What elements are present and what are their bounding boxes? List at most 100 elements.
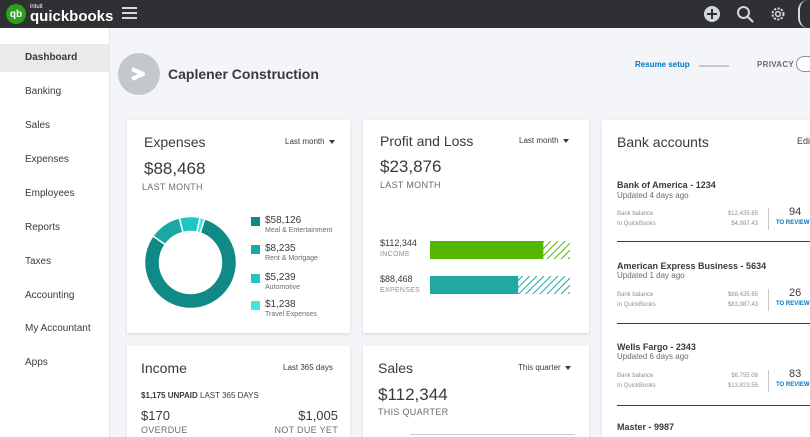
bank-accounts-card [602,120,810,437]
legend-category: Meal & Entertainment [265,227,333,234]
legend-swatch [251,274,260,283]
bank-account-name[interactable]: Master - 9987 [617,422,675,432]
profit-loss-filter-dropdown[interactable]: Last month [519,136,569,145]
bank-balance-label: Bank balance [617,211,654,217]
sidebar-item-my-accountant[interactable]: My Accountant [25,323,91,334]
sales-filter-dropdown[interactable]: This quarter [518,363,571,372]
divider [768,289,769,311]
sales-card [363,346,589,437]
sidebar: Dashboard Banking Sales Expenses Employe… [0,28,110,437]
overdue-amount: $170 [141,408,170,423]
legend-amount: $5,239 [265,272,296,283]
income-amount: $112,344 [380,238,417,248]
plus-icon[interactable] [701,3,723,25]
donut-slice-travel-expenses[interactable] [195,216,206,234]
sidebar-item-dashboard[interactable]: Dashboard [0,44,110,72]
expenses-donut-chart[interactable] [143,215,238,310]
in-quickbooks-label: In QuickBooks [617,383,656,389]
bank-account-updated: Updated 1 day ago [617,271,685,280]
sales-title: Sales [378,360,414,376]
divider [768,208,769,230]
bank-accounts-edit-link[interactable]: Edit [797,136,810,146]
income-title: Income [141,360,187,376]
sidebar-item-banking[interactable]: Banking [25,86,62,97]
in-quickbooks-value: $13,823.55 [727,383,758,389]
legend-category: Travel Expenses [265,311,317,318]
expenses-title: Expenses [144,134,206,150]
sales-total: $112,344 [378,385,448,404]
in-quickbooks-value: $83,987.43 [727,302,758,308]
bank-account-name[interactable]: American Express Business - 5634 [617,261,767,271]
to-review-count[interactable]: 94 [789,206,802,218]
expenses-period: LAST MONTH [142,182,203,192]
sidebar-item-sales[interactable]: Sales [25,120,51,131]
logo-quickbooks-text: quickbooks [30,8,114,25]
divider [768,370,769,392]
profit-loss-card [363,120,589,333]
chevron-down-icon [562,138,569,143]
legend-amount: $58,126 [265,215,302,226]
sidebar-item-taxes[interactable]: Taxes [25,256,52,267]
company-name: Caplener Construction [168,66,319,82]
resume-setup-link[interactable]: Resume setup [635,60,690,69]
sales-period: THIS QUARTER [378,407,449,417]
setup-progress-line [699,65,729,67]
to-review-count[interactable]: 26 [789,287,802,299]
legend-amount: $1,238 [265,299,296,310]
income-filter-label[interactable]: Last 365 days [283,363,333,372]
gear-icon[interactable] [767,3,789,25]
to-review-count[interactable]: 83 [789,368,802,380]
bank-balance-value: $88,435.65 [727,292,758,298]
bank-accounts-title: Bank accounts [617,134,709,150]
donut-slice-meal-entertainment[interactable] [143,217,238,310]
sidebar-item-accounting[interactable]: Accounting [25,290,75,301]
bank-account-name[interactable]: Wells Fargo - 2343 [617,342,696,352]
company-avatar[interactable] [118,53,160,95]
not-due-amount: $1,005 [298,408,338,423]
privacy-toggle[interactable] [796,56,810,72]
bank-balance-label: Bank balance [617,292,654,298]
user-avatar-icon[interactable] [798,0,810,28]
expenses-label: EXPENSES [380,287,421,294]
top-bar: qb intuit quickbooks [0,0,810,28]
income-unpaid-period: LAST 365 DAYS [200,391,259,400]
sidebar-item-expenses[interactable]: Expenses [25,154,69,165]
sidebar-item-employees[interactable]: Employees [25,188,75,199]
legend-swatch [251,245,260,254]
income-label: INCOME [380,251,410,258]
income-bar[interactable] [430,241,570,259]
qb-logo-icon: qb [6,4,26,24]
bank-account-updated: Updated 4 days ago [617,191,689,200]
in-quickbooks-value: $4,987.43 [731,221,758,227]
quickbooks-logo[interactable]: qb intuit quickbooks [6,4,113,24]
bank-account-name[interactable]: Bank of America - 1234 [617,180,716,190]
legend-swatch [251,301,260,310]
legend-amount: $8,235 [265,243,296,254]
divider [617,405,810,406]
divider [617,323,810,324]
expenses-filter-dropdown[interactable]: Last month [285,137,335,146]
legend-swatch [251,217,260,226]
company-logo-icon [131,67,145,81]
expenses-bar-fill [430,276,519,294]
in-quickbooks-label: In QuickBooks [617,302,656,308]
to-review-link[interactable]: TO REVIEW [776,382,810,388]
overdue-label: OVERDUE [141,425,188,435]
sidebar-item-reports[interactable]: Reports [25,222,61,233]
expenses-bar[interactable] [430,276,570,294]
profit-loss-filter-label: Last month [519,136,559,145]
bank-balance-label: Bank balance [617,373,654,379]
to-review-link[interactable]: TO REVIEW [776,220,810,226]
profit-loss-total: $23,876 [380,157,442,176]
not-due-label: NOT DUE YET [274,425,338,435]
menu-icon[interactable] [122,7,137,20]
sidebar-item-apps[interactable]: Apps [25,357,48,368]
legend-category: Automotive [265,284,301,291]
chevron-down-icon [328,139,335,144]
expenses-total: $88,468 [144,159,206,178]
sales-filter-label: This quarter [518,363,561,372]
to-review-link[interactable]: TO REVIEW [776,301,810,307]
search-icon[interactable] [734,3,756,25]
privacy-label: PRIVACY [757,60,795,69]
logo-intuit-text: intuit [30,4,43,10]
